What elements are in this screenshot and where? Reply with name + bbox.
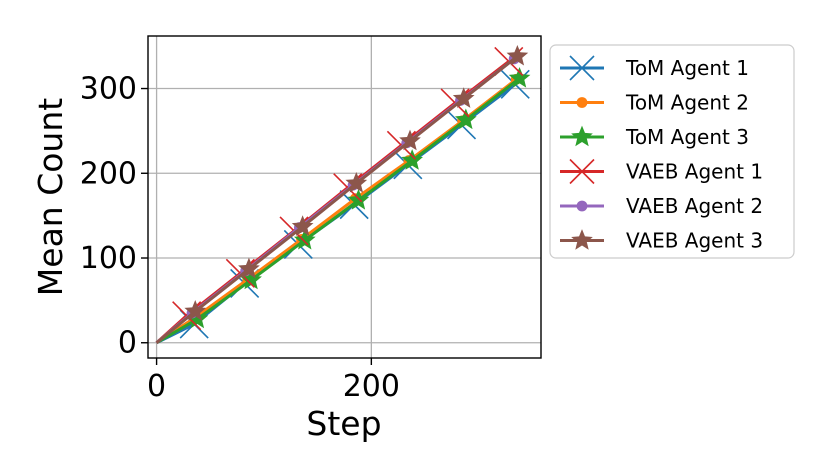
legend-item-1-marker xyxy=(569,55,595,81)
series-3-point-marker xyxy=(293,228,316,250)
legend-item-2-marker xyxy=(576,97,588,108)
series-6-point-marker xyxy=(238,257,260,279)
series-3-point-marker xyxy=(186,307,209,329)
legend-item-1-marker-stroke xyxy=(569,55,595,81)
series-6-point-marker xyxy=(291,215,314,236)
legend-item-4-label: VAEB Agent 1 xyxy=(626,160,763,184)
series-3-point-marker xyxy=(508,66,531,88)
series-6-point-marker xyxy=(399,129,421,151)
series-6-point-marker xyxy=(184,299,207,321)
x-axis-label: Step xyxy=(306,404,381,443)
legend-box xyxy=(549,44,795,259)
series-3-line xyxy=(155,77,521,345)
legend-item-3: ToM Agent 3 xyxy=(560,125,749,149)
y-tick-label: 300 xyxy=(80,72,137,107)
legend-item-3-marker xyxy=(571,125,593,147)
y-tick-label: 0 xyxy=(118,326,137,361)
series-6 xyxy=(155,44,529,344)
legend-item-6-marker xyxy=(571,229,593,250)
x-tick-label: 0 xyxy=(147,369,166,404)
legend-item-5: VAEB Agent 2 xyxy=(560,194,763,218)
x-tick-label: 200 xyxy=(343,369,400,404)
legend-item-6: VAEB Agent 3 xyxy=(560,229,763,253)
series-6-point-marker xyxy=(345,172,368,193)
y-tick-label: 100 xyxy=(80,241,137,276)
legend-items: ToM Agent 1 ToM Agent 2 ToM Agent 3 VAEB Ag… xyxy=(560,55,763,253)
series-3-point-marker xyxy=(454,108,477,130)
legend-item-2-label: ToM Agent 2 xyxy=(625,91,749,115)
legend-item-1: ToM Agent 1 xyxy=(560,55,749,81)
legend-item-3-label: ToM Agent 3 xyxy=(625,125,749,149)
legend-item-6-label: VAEB Agent 3 xyxy=(626,229,763,253)
series-layer xyxy=(155,44,531,345)
legend-item-1-label: ToM Agent 1 xyxy=(625,56,749,80)
series-6-point-marker xyxy=(452,87,475,108)
series-3-point-marker xyxy=(240,268,262,290)
plot-frame xyxy=(147,35,542,359)
series-6-point-marker xyxy=(506,44,529,66)
legend-item-2: ToM Agent 2 xyxy=(560,91,749,115)
series-6-line xyxy=(155,55,519,344)
legend-item-5-marker xyxy=(576,200,588,212)
legend-item-4-marker xyxy=(569,158,595,185)
legend: ToM Agent 1 ToM Agent 2 ToM Agent 3 VAEB Ag… xyxy=(549,44,795,259)
y-axis-label: Mean Count xyxy=(31,98,70,296)
tick-layer: 0 200 0 100 200 300 xyxy=(80,72,400,404)
legend-item-5-label: VAEB Agent 2 xyxy=(626,194,763,218)
legend-item-4: VAEB Agent 1 xyxy=(560,158,763,185)
legend-item-4-marker-stroke xyxy=(569,158,595,185)
y-tick-label: 200 xyxy=(80,156,137,191)
series-3-point-marker xyxy=(401,149,423,170)
